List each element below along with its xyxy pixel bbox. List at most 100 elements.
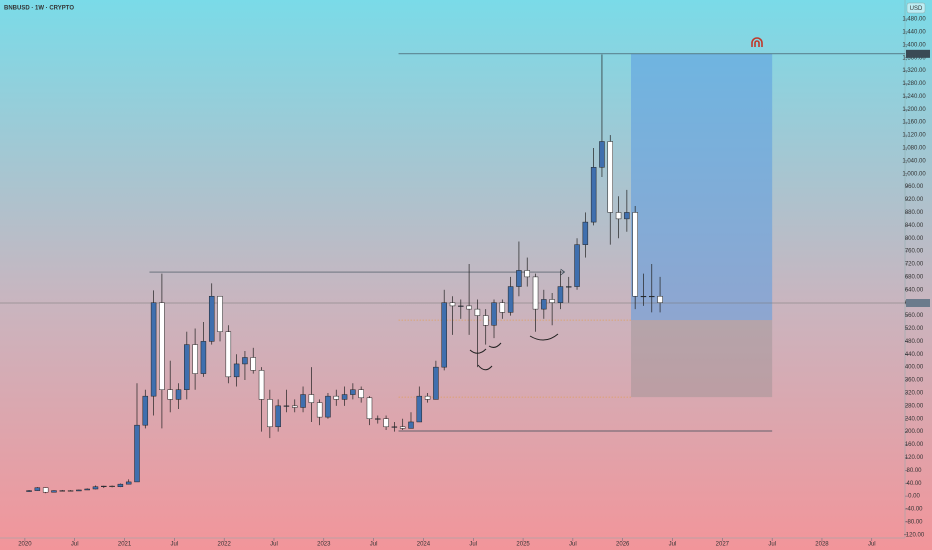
- x-tick-label: 2028: [815, 542, 829, 548]
- x-tick-label: Jul: [370, 542, 378, 548]
- candle-body: [292, 405, 298, 408]
- symbol-title: BNBUSD · 1W · CRYPTO: [4, 6, 74, 12]
- candle-body: [565, 286, 572, 288]
- plot: [0, 53, 905, 494]
- y-tick-label: 120.00: [905, 455, 924, 461]
- y-tick-label: 280.00: [905, 403, 924, 409]
- candle-body: [466, 305, 472, 310]
- candle-body: [67, 490, 74, 492]
- candle-body: [391, 426, 398, 428]
- y-tick-label: 1,040.00: [902, 158, 926, 164]
- candle-body: [59, 490, 66, 492]
- y-tick-label: 760.00: [905, 249, 924, 255]
- candle-body: [582, 221, 589, 245]
- y-tick-label: 880.00: [905, 210, 924, 216]
- candle-body: [217, 295, 223, 332]
- candle-body: [167, 389, 173, 400]
- candle-body: [433, 366, 439, 400]
- candle-body: [76, 489, 82, 492]
- x-tick-label: 2024: [417, 542, 431, 548]
- candle-body: [557, 286, 564, 303]
- y-tick-label: 1,200.00: [902, 107, 926, 113]
- candle-body: [308, 394, 315, 403]
- candle-body: [657, 295, 663, 303]
- y-tick-label: 1,360.00: [902, 55, 926, 61]
- y-tick-label: 1,440.00: [902, 29, 926, 35]
- y-tick-label: 40.00: [906, 481, 922, 487]
- y-tick-label: 320.00: [905, 391, 924, 397]
- candle-body: [615, 212, 622, 220]
- level-arrow: [560, 268, 566, 276]
- y-tick-label: 80.00: [906, 468, 922, 474]
- candle-body: [458, 305, 464, 307]
- candle-body: [383, 418, 389, 428]
- candle-body: [424, 395, 431, 400]
- x-tick-label: Jul: [768, 542, 776, 548]
- y-tick-label: 640.00: [905, 287, 924, 293]
- candle-body: [275, 405, 281, 428]
- y-tick-label: 920.00: [905, 197, 924, 203]
- candle-body: [283, 405, 290, 407]
- y-tick-label: 1,480.00: [902, 17, 926, 23]
- candle-body: [341, 394, 348, 400]
- x-tick-label: Jul: [270, 542, 278, 548]
- candle-body: [333, 395, 340, 400]
- y-tick-label: 240.00: [905, 416, 924, 422]
- y-tick-label: 1,160.00: [902, 120, 926, 126]
- candle-body: [175, 389, 182, 400]
- candle-body: [574, 244, 580, 287]
- candle-body: [416, 395, 423, 423]
- candle-body: [474, 308, 481, 316]
- x-tick-label: 2025: [516, 542, 530, 548]
- candle-body: [225, 331, 232, 378]
- candle-body: [101, 485, 107, 487]
- y-tick-label: 960.00: [905, 184, 924, 190]
- y-tick-label: 1,120.00: [902, 133, 926, 139]
- candle-body: [117, 483, 124, 487]
- y-tick-label: -80.00: [905, 519, 923, 525]
- candle-body: [258, 370, 265, 400]
- y-tick-label: 1,280.00: [902, 81, 926, 87]
- stop-zone: [631, 320, 773, 398]
- currency-box: [906, 2, 926, 14]
- y-tick-label: 360.00: [905, 378, 924, 384]
- y-tick-label: 480.00: [905, 339, 924, 345]
- candle-body: [125, 481, 132, 485]
- candle-body: [150, 302, 157, 397]
- candle-body: [92, 486, 99, 490]
- y-tick-label: 200.00: [905, 429, 924, 435]
- candle-body: [491, 302, 497, 326]
- candle-body: [51, 490, 57, 493]
- y-tick-label: 1,320.00: [902, 68, 926, 74]
- candle-body: [316, 402, 323, 418]
- candle-body: [34, 487, 41, 491]
- candle-body: [599, 141, 605, 168]
- y-tick-label: 1,400.00: [902, 42, 926, 48]
- y-tick-label: -40.00: [905, 507, 923, 513]
- y-tick-label: 1,240.00: [902, 94, 926, 100]
- x-tick-label: 2022: [217, 542, 231, 548]
- candle-body: [532, 276, 539, 310]
- candle-body: [42, 487, 49, 493]
- candle-body: [250, 357, 256, 371]
- target-zone: [631, 53, 773, 321]
- level-price-tag: [906, 49, 930, 58]
- y-tick-label: 0.00: [908, 494, 920, 500]
- magnet-icon: [751, 37, 763, 47]
- candle-body: [159, 302, 165, 390]
- y-tick-label: 800.00: [905, 236, 924, 242]
- candle-body: [184, 344, 190, 390]
- x-tick-label: Jul: [669, 542, 677, 548]
- x-tick-label: 2027: [716, 542, 730, 548]
- y-tick-label: 1,080.00: [902, 146, 926, 152]
- x-tick-label: 2026: [616, 542, 630, 548]
- y-tick-label: 560.00: [905, 313, 924, 319]
- x-tick-label: Jul: [469, 542, 477, 548]
- x-tick-label: Jul: [71, 542, 79, 548]
- candle-body: [200, 341, 207, 374]
- candle-body: [375, 418, 381, 420]
- y-tick-label: 840.00: [905, 223, 924, 229]
- x-tick-label: 2020: [18, 542, 32, 548]
- candle-body: [84, 488, 90, 491]
